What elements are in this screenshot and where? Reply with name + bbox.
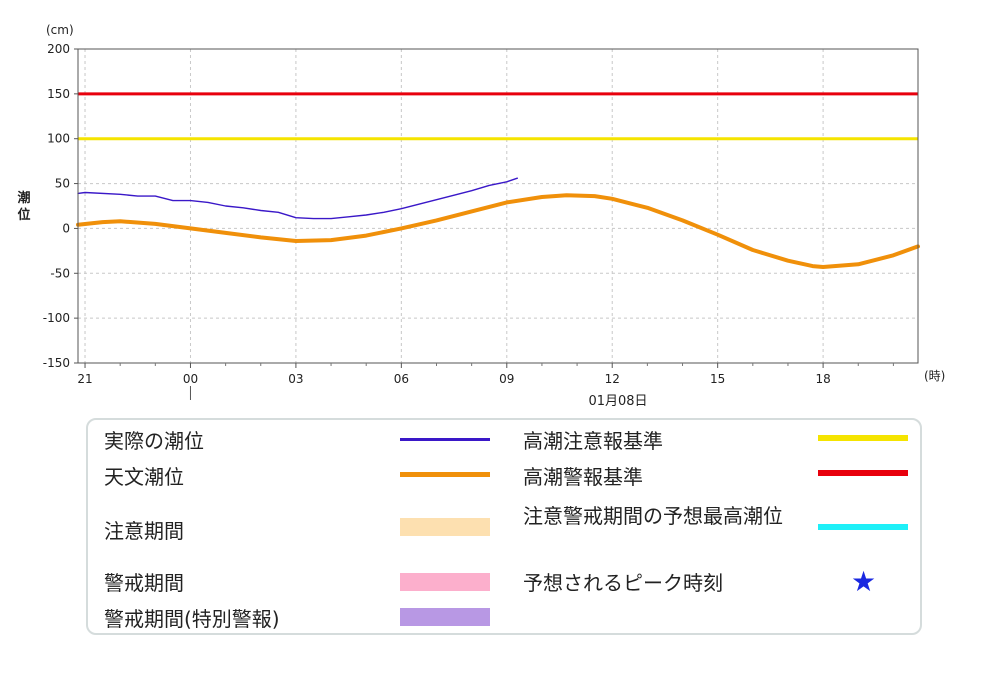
x-tick-label: 21: [77, 372, 92, 386]
legend-band-swatch: [400, 518, 490, 536]
legend-line-swatch: [818, 435, 908, 441]
y-tick-label: 50: [55, 177, 70, 191]
y-tick-label: 150: [47, 87, 70, 101]
x-tick-label: 15: [710, 372, 725, 386]
y-tick-label: 200: [47, 42, 70, 56]
x-tick-label: 18: [815, 372, 830, 386]
legend-label: 注意警戒期間の予想最高潮位: [523, 504, 783, 528]
legend-label: 実際の潮位: [104, 429, 204, 453]
legend-label: 高潮注意報基準: [523, 429, 663, 453]
y-tick-label: -150: [43, 356, 70, 370]
y-tick-label: 0: [62, 221, 70, 235]
star-icon: ★: [851, 565, 877, 598]
legend-label: 予想されるピーク時刻: [523, 571, 723, 595]
legend-label: 天文潮位: [104, 465, 184, 489]
legend-label: 警戒期間: [104, 571, 184, 595]
y-tick-label: -100: [43, 311, 70, 325]
legend: 実際の潮位天文潮位注意期間警戒期間警戒期間(特別警報) 高潮注意報基準 高潮警報基準…: [86, 418, 922, 635]
legend-band-swatch: [400, 608, 490, 626]
y-unit-label: (cm): [46, 23, 74, 37]
y-tick-label: 100: [47, 132, 70, 146]
legend-line-swatch: [818, 524, 908, 530]
legend-label: 高潮警報基準: [523, 465, 643, 489]
plot-frame: [77, 48, 919, 364]
series-lines: [76, 177, 920, 269]
x-tick-label: 09: [499, 372, 514, 386]
astronomical-tide-line: [76, 193, 920, 269]
legend-line-swatch: [400, 472, 490, 477]
actual-tide-line: [77, 177, 518, 220]
x-tick-label: 06: [394, 372, 409, 386]
x-tick-label: 12: [605, 372, 620, 386]
y-axis-label: 潮位: [17, 190, 30, 223]
legend-label: 警戒期間(特別警報): [104, 607, 280, 631]
date-label: 01月08日: [588, 394, 647, 409]
x-tick-label: 03: [288, 372, 303, 386]
x-tick-label: 00: [183, 372, 198, 386]
axes: 200 150 100 50 0 -50 -100 -150 21 00 03 06 09 12 15 18: [43, 42, 894, 400]
x-unit-label: (時): [924, 369, 945, 383]
legend-line-swatch: [400, 438, 490, 441]
legend-label: 注意期間: [104, 519, 184, 543]
reference-lines: [78, 92, 918, 141]
legend-line-swatch: [818, 470, 908, 476]
y-tick-label: -50: [50, 266, 70, 280]
legend-band-swatch: [400, 573, 490, 591]
